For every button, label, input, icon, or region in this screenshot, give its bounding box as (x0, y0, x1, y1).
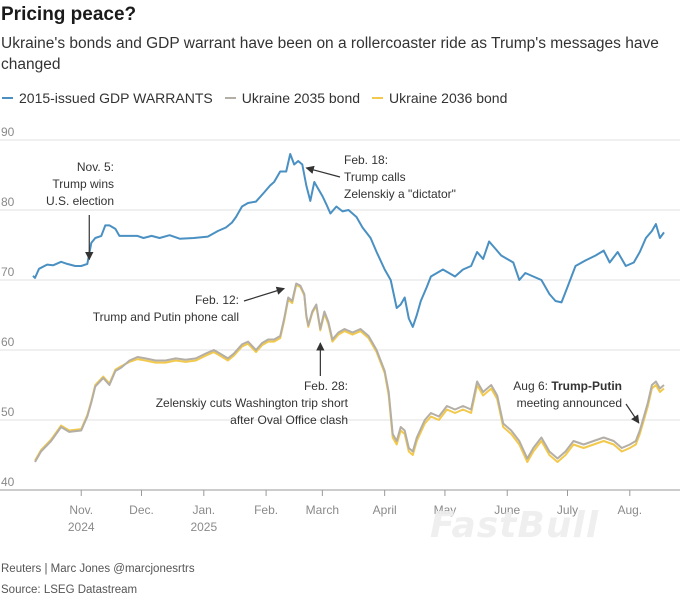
annotation-feb28-line1: Zelenskiy cuts Washington trip short (156, 396, 349, 410)
annotation-feb28-date: Feb. 28: (304, 379, 348, 393)
annotation-aug6-bold: Trump-Putin (551, 379, 622, 393)
annotation-feb18-line1: Trump calls (344, 170, 406, 184)
x-tick-label: Dec. (129, 503, 154, 517)
annotation-feb12-line1: Trump and Putin phone call (93, 310, 239, 324)
legend: 2015-issued GDP WARRANTS Ukraine 2035 bo… (2, 88, 519, 108)
footer-source: Source: LSEG Datastream (1, 584, 138, 596)
x-tick-label: May (434, 503, 457, 517)
x-tick-label: June (494, 503, 520, 517)
series-layer (32, 153, 665, 463)
x-axis: Nov. 2024 Dec. Jan. 2025 Feb. March April May Jun… (0, 489, 680, 534)
annotation-layer: Nov. 5: Trump wins U.S. election Feb. 18: Tr… (46, 153, 640, 427)
annotation-aug6-arrow (625, 403, 640, 424)
legend-swatch-gdp-warrants (2, 97, 13, 99)
annotation-nov5-date: Nov. 5: (77, 160, 114, 174)
annotation-feb28-line2: after Oval Office clash (230, 413, 348, 427)
annotation-feb18-line2: Zelenskiy a "dictator" (344, 187, 456, 201)
annotation-aug6-date-part: Aug 6: (513, 379, 551, 393)
y-tick-label: 40 (1, 475, 15, 489)
annotation-feb12-arrow (243, 286, 286, 302)
annotation-feb18-arrow (305, 165, 341, 178)
annotation-aug6-date: Aug 6: Trump-Putin (513, 379, 622, 393)
y-tick-label: 80 (1, 195, 15, 209)
watermark-logo: FastBull (430, 505, 600, 546)
x-tick-label: Feb. (254, 503, 278, 517)
x-tick-year-label: 2025 (190, 520, 217, 534)
legend-label-2036-bond: Ukraine 2036 bond (389, 90, 508, 106)
legend-item-2036-bond: Ukraine 2036 bond (372, 90, 507, 106)
annotation-feb12-date: Feb. 12: (195, 293, 239, 307)
line-chart: 40 50 60 70 80 90 Nov. 5: Trump wins U.S. elect… (0, 125, 680, 534)
y-tick-label: 70 (1, 265, 15, 279)
chart-title: Pricing peace? (1, 4, 137, 25)
x-tick-label: Aug. (617, 503, 642, 517)
y-tick-label: 50 (1, 405, 15, 419)
annotation-nov5-line2: U.S. election (46, 194, 114, 208)
series-line-2 (34, 283, 665, 463)
annotation-feb18-date: Feb. 18: (344, 153, 388, 167)
annotation-nov5-line1: Trump wins (52, 177, 114, 191)
legend-item-2035-bond: Ukraine 2035 bond (224, 90, 361, 106)
x-tick-label: July (557, 503, 578, 517)
legend-swatch-2036-bond (372, 97, 384, 99)
x-tick-label: Nov. (69, 503, 93, 517)
x-tick-year-label: 2024 (68, 520, 95, 534)
x-tick-label: March (306, 503, 339, 517)
legend-label-2035-bond: Ukraine 2035 bond (241, 90, 361, 106)
footer-credit: Reuters | Marc Jones @marcjonesrtrs (1, 563, 195, 575)
x-tick-label: April (373, 503, 397, 517)
x-tick-label: Jan. (192, 503, 215, 517)
legend-item-gdp-warrants: 2015-issued GDP WARRANTS (2, 90, 213, 106)
chart-subtitle: Ukraine's bonds and GDP warrant have bee… (1, 35, 659, 73)
series-line-1 (34, 282, 665, 463)
y-tick-label: 90 (1, 125, 15, 139)
annotation-aug6-line1: meeting announced (517, 396, 622, 410)
series-line-0 (32, 153, 665, 328)
legend-label-gdp-warrants: 2015-issued GDP WARRANTS (19, 90, 213, 106)
y-tick-label: 60 (1, 335, 15, 349)
legend-swatch-2035-bond (224, 97, 236, 99)
